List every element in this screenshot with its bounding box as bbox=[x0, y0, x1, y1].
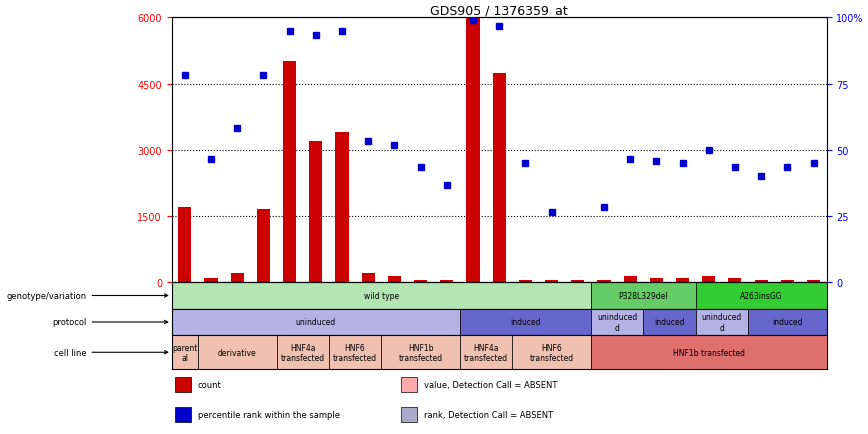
Bar bbox=[335, 133, 349, 283]
Text: HNF1b transfected: HNF1b transfected bbox=[673, 348, 745, 357]
FancyBboxPatch shape bbox=[460, 335, 512, 369]
Text: P328L329del: P328L329del bbox=[619, 291, 668, 300]
FancyBboxPatch shape bbox=[277, 335, 329, 369]
Text: HNF4a
transfected: HNF4a transfected bbox=[280, 343, 325, 362]
Text: cell line: cell line bbox=[54, 348, 168, 357]
FancyBboxPatch shape bbox=[695, 309, 748, 335]
Bar bbox=[597, 280, 610, 283]
Bar bbox=[309, 141, 322, 283]
Bar bbox=[702, 276, 715, 283]
Bar bbox=[623, 276, 637, 283]
Text: rank, Detection Call = ABSENT: rank, Detection Call = ABSENT bbox=[424, 410, 553, 419]
Text: protocol: protocol bbox=[52, 318, 168, 327]
Text: induced: induced bbox=[510, 318, 541, 327]
Bar bbox=[401, 377, 418, 392]
Text: HNF6
transfected: HNF6 transfected bbox=[333, 343, 378, 362]
FancyBboxPatch shape bbox=[695, 283, 826, 309]
Text: uninduced
d: uninduced d bbox=[597, 312, 637, 332]
FancyBboxPatch shape bbox=[172, 335, 198, 369]
Text: HNF6
transfected: HNF6 transfected bbox=[529, 343, 574, 362]
Text: HNF1b
transfected: HNF1b transfected bbox=[398, 343, 443, 362]
FancyBboxPatch shape bbox=[381, 335, 460, 369]
Bar bbox=[362, 274, 375, 283]
Bar bbox=[205, 278, 218, 283]
Text: induced: induced bbox=[772, 318, 803, 327]
Bar bbox=[493, 73, 506, 283]
FancyBboxPatch shape bbox=[172, 309, 460, 335]
Bar bbox=[401, 408, 418, 422]
Bar bbox=[175, 377, 191, 392]
Bar bbox=[440, 280, 453, 283]
Text: A263insGG: A263insGG bbox=[740, 291, 782, 300]
Bar bbox=[781, 280, 794, 283]
Bar bbox=[754, 280, 767, 283]
Bar bbox=[414, 280, 427, 283]
Bar bbox=[466, 18, 479, 283]
FancyBboxPatch shape bbox=[591, 335, 826, 369]
Bar bbox=[545, 280, 558, 283]
Bar bbox=[676, 278, 689, 283]
Bar bbox=[650, 278, 663, 283]
FancyBboxPatch shape bbox=[748, 309, 826, 335]
Text: value, Detection Call = ABSENT: value, Detection Call = ABSENT bbox=[424, 380, 557, 389]
Text: wild type: wild type bbox=[364, 291, 399, 300]
Text: count: count bbox=[198, 380, 221, 389]
Bar bbox=[283, 62, 296, 283]
Text: percentile rank within the sample: percentile rank within the sample bbox=[198, 410, 340, 419]
Title: GDS905 / 1376359_at: GDS905 / 1376359_at bbox=[431, 4, 568, 17]
Bar bbox=[175, 408, 191, 422]
FancyBboxPatch shape bbox=[643, 309, 695, 335]
Bar bbox=[807, 280, 820, 283]
FancyBboxPatch shape bbox=[591, 309, 643, 335]
Text: parent
al: parent al bbox=[172, 343, 198, 362]
Bar bbox=[388, 276, 401, 283]
FancyBboxPatch shape bbox=[512, 335, 591, 369]
Bar bbox=[231, 274, 244, 283]
Text: induced: induced bbox=[654, 318, 685, 327]
Text: HNF4a
transfected: HNF4a transfected bbox=[464, 343, 508, 362]
Bar bbox=[728, 278, 741, 283]
Bar bbox=[571, 280, 584, 283]
Text: derivative: derivative bbox=[218, 348, 257, 357]
Text: uninduced: uninduced bbox=[296, 318, 336, 327]
Bar bbox=[178, 208, 191, 283]
FancyBboxPatch shape bbox=[591, 283, 695, 309]
Text: genotype/variation: genotype/variation bbox=[6, 291, 168, 300]
FancyBboxPatch shape bbox=[172, 283, 591, 309]
FancyBboxPatch shape bbox=[198, 335, 277, 369]
Bar bbox=[257, 210, 270, 283]
FancyBboxPatch shape bbox=[329, 335, 381, 369]
Bar bbox=[519, 280, 532, 283]
Text: uninduced
d: uninduced d bbox=[701, 312, 742, 332]
FancyBboxPatch shape bbox=[460, 309, 591, 335]
